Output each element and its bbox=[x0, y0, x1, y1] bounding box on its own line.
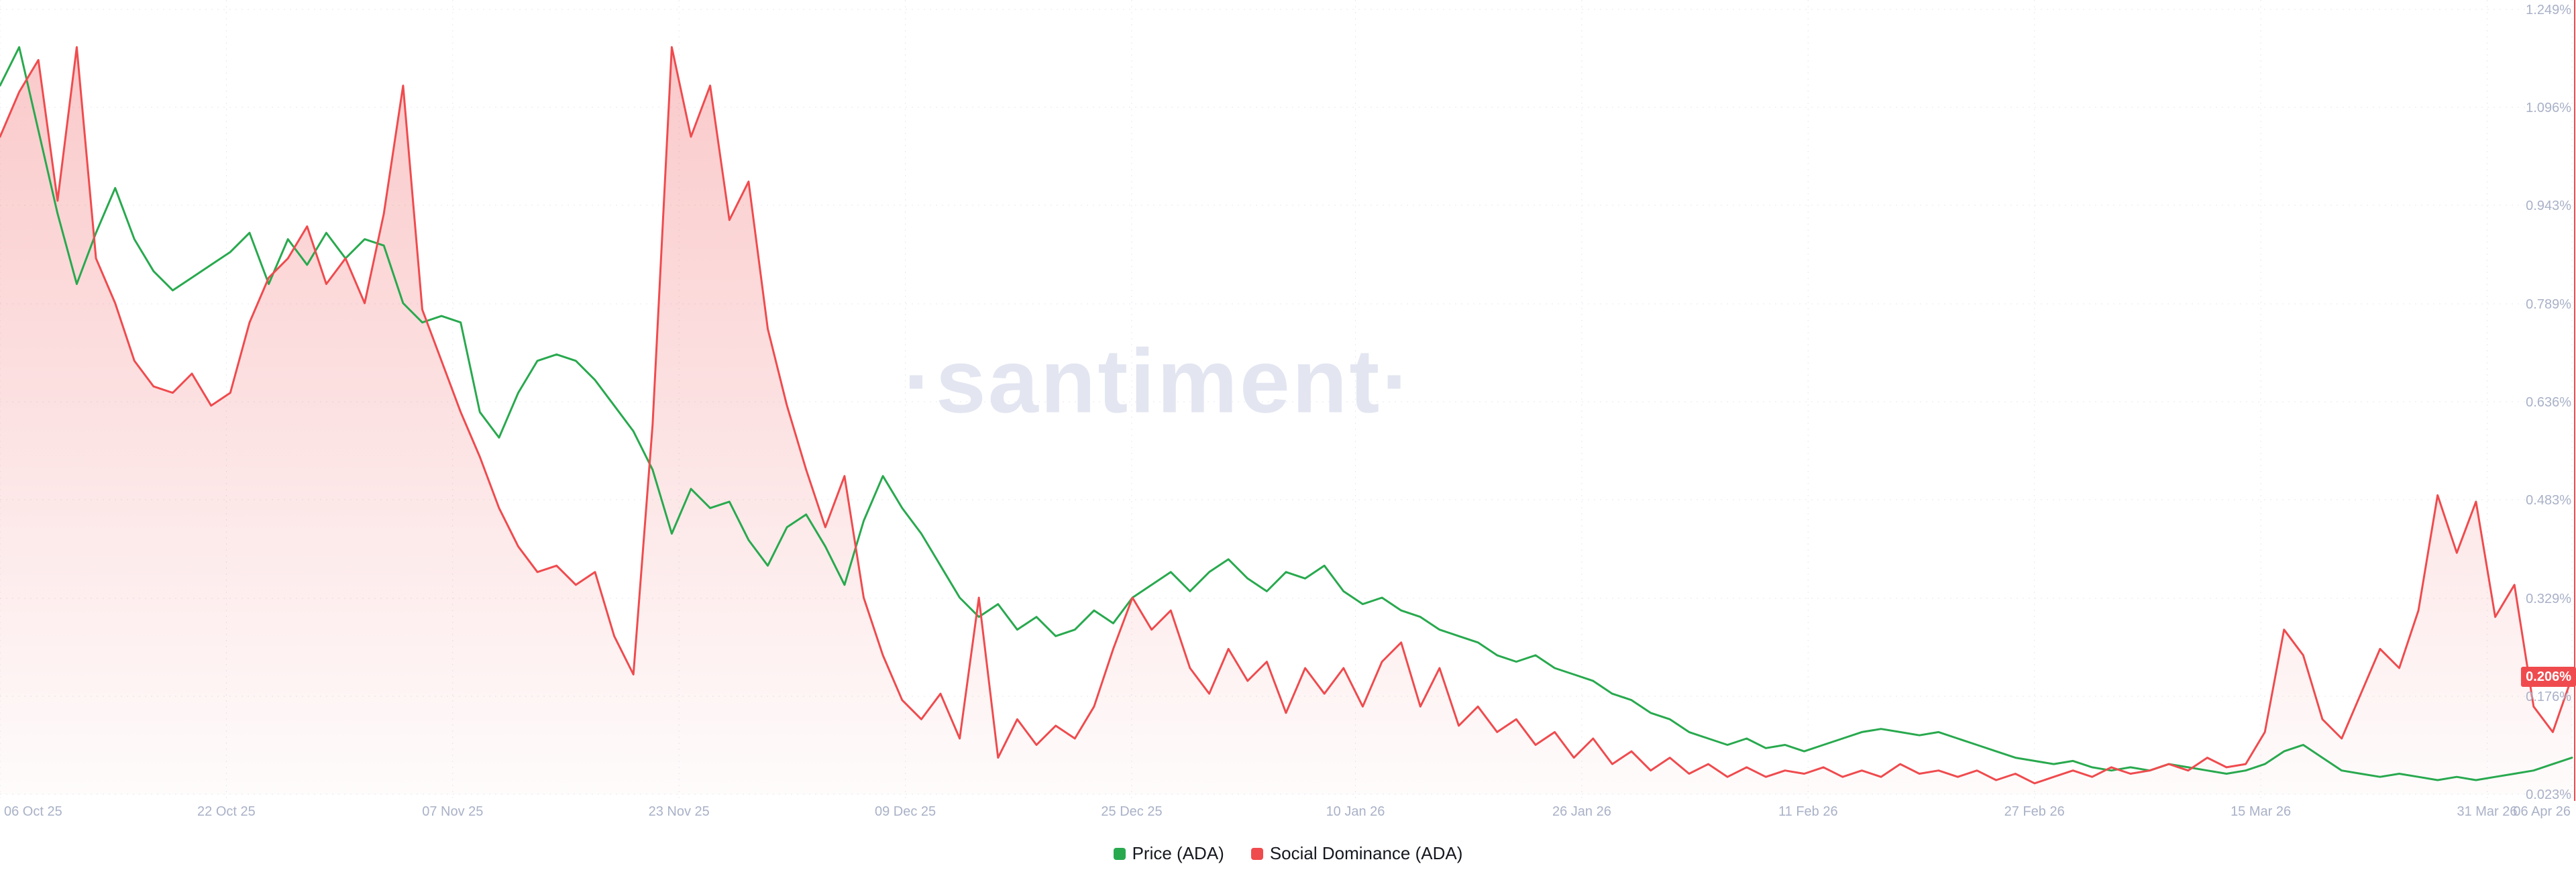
price-line bbox=[0, 46, 2573, 781]
legend-item-social-dominance[interactable]: Social Dominance (ADA) bbox=[1250, 843, 1463, 864]
y-axis-tick-label: 0.483% bbox=[2526, 493, 2571, 508]
x-axis-tick-label[interactable]: 27 Feb 26 bbox=[2004, 804, 2065, 819]
y-axis-tick-label: 0.789% bbox=[2526, 297, 2571, 312]
x-axis-tick-label[interactable]: 11 Feb 26 bbox=[1778, 804, 1838, 819]
x-axis-tick-label[interactable]: 10 Jan 26 bbox=[1326, 804, 1385, 819]
legend-label-social-dominance: Social Dominance (ADA) bbox=[1269, 843, 1463, 863]
legend-item-price[interactable]: Price (ADA) bbox=[1113, 843, 1224, 864]
chart-legend: Price (ADA) Social Dominance (ADA) bbox=[0, 843, 2576, 864]
x-axis-tick-label[interactable]: 06 Oct 25 bbox=[4, 804, 62, 819]
social-dominance-area bbox=[0, 47, 2572, 794]
y-axis-tick-label: 0.329% bbox=[2526, 592, 2571, 606]
x-axis-tick-label[interactable]: 09 Dec 25 bbox=[875, 804, 936, 819]
social-dominance-series-swatch-icon bbox=[1250, 847, 1263, 860]
y-axis-tick-label: 0.943% bbox=[2526, 199, 2571, 213]
x-axis-tick-label[interactable]: 23 Nov 25 bbox=[649, 804, 710, 819]
y-axis-tick-label: 0.023% bbox=[2526, 787, 2571, 802]
current-value-badge: 0.206% bbox=[2521, 667, 2576, 687]
social-dominance-line bbox=[0, 46, 2573, 785]
x-axis-tick-label[interactable]: 22 Oct 25 bbox=[197, 804, 256, 819]
x-axis-tick-label[interactable]: 25 Dec 25 bbox=[1101, 804, 1162, 819]
y-axis-tick-label: 1.249% bbox=[2526, 3, 2571, 17]
legend-label-price: Price (ADA) bbox=[1132, 843, 1224, 863]
x-axis-tick-label[interactable]: 31 Mar 26 bbox=[2457, 804, 2517, 819]
y-axis-tick-label: 0.636% bbox=[2526, 395, 2571, 410]
y-axis-tick-label: 1.096% bbox=[2526, 101, 2571, 115]
price-series-swatch-icon bbox=[1113, 847, 1126, 860]
y-axis-tick-label: 0.176% bbox=[2526, 690, 2571, 704]
x-axis-tick-label[interactable]: 07 Nov 25 bbox=[422, 804, 483, 819]
x-axis-tick-label[interactable]: 26 Jan 26 bbox=[1552, 804, 1611, 819]
x-axis-tick-label[interactable]: 06 Apr 26 bbox=[2513, 804, 2571, 819]
x-axis-tick-label[interactable]: 15 Mar 26 bbox=[2231, 804, 2291, 819]
